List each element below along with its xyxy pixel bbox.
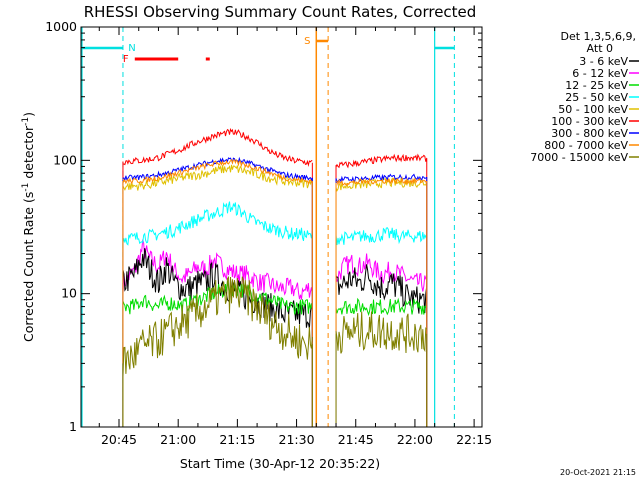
series-line: [122, 158, 313, 185]
legend-entry: 25 - 50 keV: [565, 91, 628, 104]
series-line: [335, 176, 427, 187]
series-line: [122, 248, 313, 329]
y-tick-label: 100: [53, 152, 77, 167]
legend-entry: 6 - 12 keV: [572, 67, 628, 80]
x-tick-label: 21:30: [279, 432, 315, 447]
series-line: [122, 280, 313, 315]
series-line: [335, 297, 428, 317]
series-line: [335, 311, 428, 354]
x-tick-label: 20:45: [101, 432, 137, 447]
legend-entry: 7000 - 15000 keV: [530, 151, 628, 164]
x-axis-label: Start Time (30-Apr-12 20:35:22): [180, 456, 380, 471]
x-tick-label: 21:00: [160, 432, 196, 447]
series-line: [122, 275, 313, 377]
x-tick-label: 21:45: [338, 432, 374, 447]
series-line: [122, 127, 313, 167]
x-tick-label: 21:15: [219, 432, 255, 447]
series-layer: [122, 127, 428, 427]
series-line: [335, 153, 428, 169]
x-tick-label: 22:00: [397, 432, 433, 447]
legend-entry: 12 - 25 keV: [565, 79, 628, 92]
x-tick-label: 22:15: [456, 432, 492, 447]
plot-frame: [80, 26, 483, 428]
y-tick-label: 1: [69, 419, 77, 434]
series-line: [122, 239, 313, 300]
y-axis-label: Corrected Count Rate (s-1 detector-1): [21, 112, 36, 342]
marker-layer: N S F: [81, 27, 455, 427]
legend-entry: 50 - 100 keV: [558, 103, 628, 116]
series-line: [122, 201, 313, 246]
legend-entry: 3 - 6 keV: [579, 55, 628, 68]
series-line: [335, 253, 428, 292]
series-line: [335, 264, 428, 314]
y-tick-label: 1000: [45, 19, 77, 34]
x-axis: 20:45 21:00 21:15 21:30 21:45 22:00 22:15: [98, 27, 492, 447]
saa-label: S: [304, 36, 310, 47]
legend-header-attenuator: Att 0: [587, 42, 613, 55]
y-axis: 1 10 100 1000: [45, 19, 482, 434]
night-label: N: [128, 43, 135, 54]
series-line: [335, 173, 428, 183]
legend-entry: 800 - 7000 keV: [544, 139, 628, 152]
legend-header-detectors: Det 1,3,5,6,9,: [560, 30, 636, 43]
series-7000-15000kev: [122, 275, 428, 427]
y-tick-label: 10: [61, 286, 77, 301]
flare-label: F: [123, 54, 129, 65]
legend-entry: 300 - 800 keV: [551, 127, 628, 140]
legend-entry: 100 - 300 keV: [551, 115, 628, 128]
chart-title: RHESSI Observing Summary Count Rates, Co…: [84, 3, 477, 21]
series-line: [335, 227, 428, 246]
generation-timestamp: 20-Oct-2021 21:15: [560, 468, 636, 477]
